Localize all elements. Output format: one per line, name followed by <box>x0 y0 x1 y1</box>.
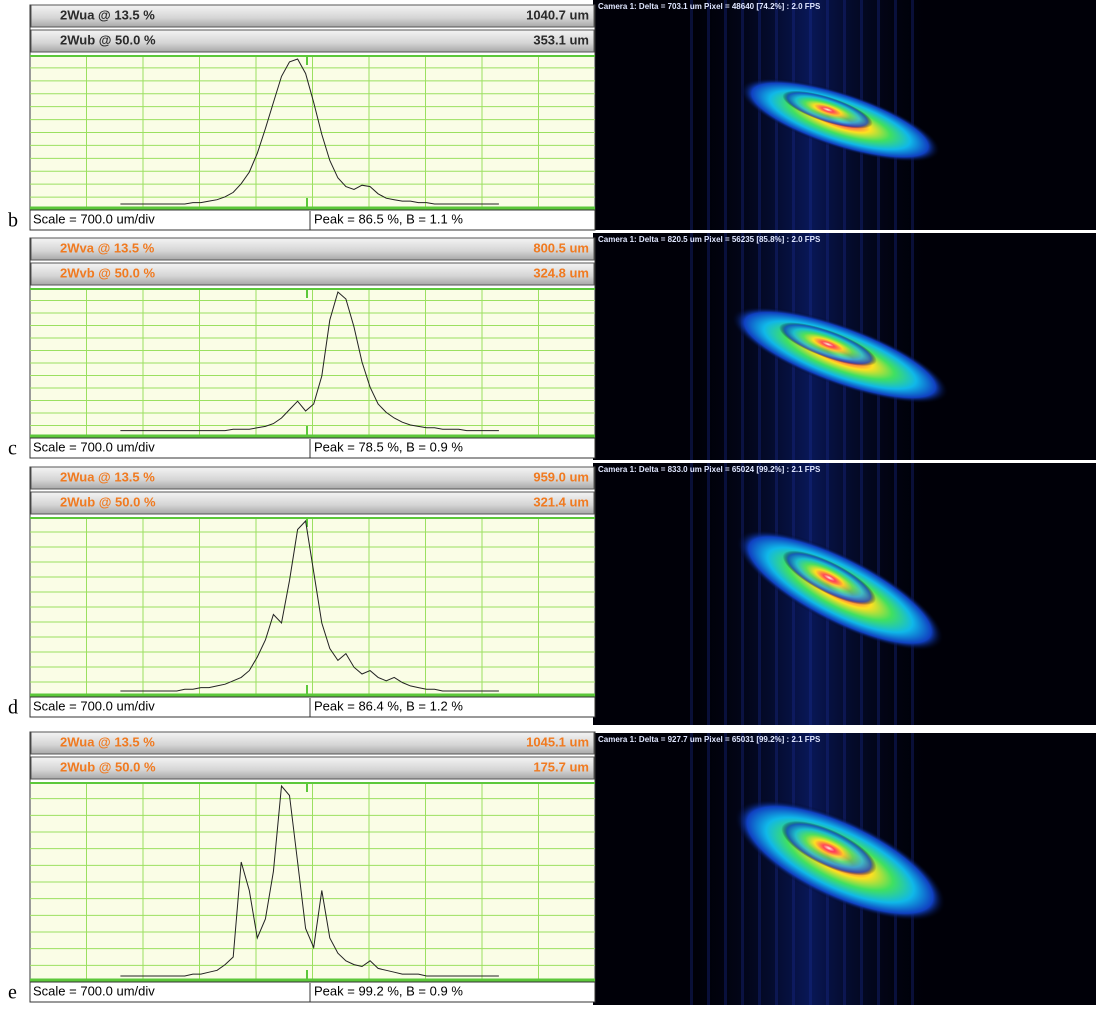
header-value: 800.5 um <box>533 240 589 255</box>
camera-view: Camera 1: Delta = 833.0 um Pixel = 65024… <box>593 463 1096 725</box>
camera-streak <box>911 0 914 230</box>
peak-text: Peak = 86.4 %, B = 1.2 % <box>314 698 463 713</box>
header-name: 2Wva @ 13.5 % <box>60 240 155 255</box>
camera-streak <box>724 733 727 1005</box>
header-bar <box>30 756 595 780</box>
header-bar <box>30 29 595 53</box>
scale-text: Scale = 700.0 um/div <box>33 439 155 454</box>
header-value: 324.8 um <box>533 265 589 280</box>
header-bar <box>30 731 595 755</box>
camera-streak <box>707 733 710 1005</box>
scale-text: Scale = 700.0 um/div <box>33 983 155 998</box>
camera-status: Camera 1: Delta = 833.0 um Pixel = 65024… <box>598 465 821 474</box>
camera-streak <box>707 463 710 725</box>
camera-streak <box>724 463 727 725</box>
camera-streak <box>758 733 761 1005</box>
header-value: 175.7 um <box>533 759 589 774</box>
profile-curve <box>120 519 499 692</box>
scale-text: Scale = 700.0 um/div <box>33 698 155 713</box>
peak-text: Peak = 86.5 %, B = 1.1 % <box>314 211 463 226</box>
header-bar <box>30 237 595 261</box>
camera-status: Camera 1: Delta = 927.7 um Pixel = 65031… <box>598 735 821 744</box>
beam-core <box>782 90 873 129</box>
peak-text: Peak = 99.2 %, B = 0.9 % <box>314 983 463 998</box>
header-value: 1045.1 um <box>526 734 589 749</box>
header-bar <box>30 262 595 286</box>
camera-streak <box>707 233 710 460</box>
camera-streak <box>690 0 693 230</box>
header-value: 1040.7 um <box>526 7 589 22</box>
profile-curve <box>120 784 499 977</box>
beam-core <box>782 550 876 606</box>
camera-streak <box>741 463 744 725</box>
header-bar <box>30 466 595 490</box>
camera-view: Camera 1: Delta = 820.5 um Pixel = 56235… <box>593 233 1096 460</box>
camera-view: Camera 1: Delta = 927.7 um Pixel = 65031… <box>593 733 1096 1005</box>
camera-streak <box>758 463 761 725</box>
panel-label: c <box>8 438 17 460</box>
camera-streak <box>690 463 693 725</box>
camera-streak <box>724 233 727 460</box>
header-bar <box>30 4 595 28</box>
header-name: 2Wub @ 50.0 % <box>60 32 156 47</box>
header-name: 2Wua @ 13.5 % <box>60 469 155 484</box>
profile-curve <box>120 58 499 205</box>
profile-curve <box>120 291 499 432</box>
camera-streak <box>775 463 778 725</box>
camera-streak <box>707 0 710 230</box>
panel-label: b <box>8 210 18 232</box>
header-value: 321.4 um <box>533 494 589 509</box>
header-name: 2Wua @ 13.5 % <box>60 7 155 22</box>
header-name: 2Wub @ 50.0 % <box>60 759 156 774</box>
camera-streak <box>724 0 727 230</box>
camera-streak <box>690 233 693 460</box>
camera-status: Camera 1: Delta = 820.5 um Pixel = 56235… <box>598 235 821 244</box>
header-value: 959.0 um <box>533 469 589 484</box>
scale-text: Scale = 700.0 um/div <box>33 211 155 226</box>
camera-streak <box>911 233 914 460</box>
header-name: 2Wua @ 13.5 % <box>60 734 155 749</box>
camera-status: Camera 1: Delta = 703.1 um Pixel = 48640… <box>598 2 821 11</box>
camera-streak <box>690 733 693 1005</box>
panel-label: d <box>8 697 18 719</box>
peak-text: Peak = 78.5 %, B = 0.9 % <box>314 439 463 454</box>
camera-streak <box>741 0 744 230</box>
camera-streak <box>741 233 744 460</box>
beam-core <box>779 322 877 367</box>
header-name: 2Wvb @ 50.0 % <box>60 265 155 280</box>
camera-streak <box>758 0 761 230</box>
header-bar <box>30 491 595 515</box>
beam-core <box>781 820 877 876</box>
camera-view: Camera 1: Delta = 703.1 um Pixel = 48640… <box>593 0 1096 230</box>
camera-streak <box>911 463 914 725</box>
header-name: 2Wub @ 50.0 % <box>60 494 156 509</box>
camera-streak <box>741 733 744 1005</box>
header-value: 353.1 um <box>533 32 589 47</box>
panel-label: e <box>8 982 17 1004</box>
